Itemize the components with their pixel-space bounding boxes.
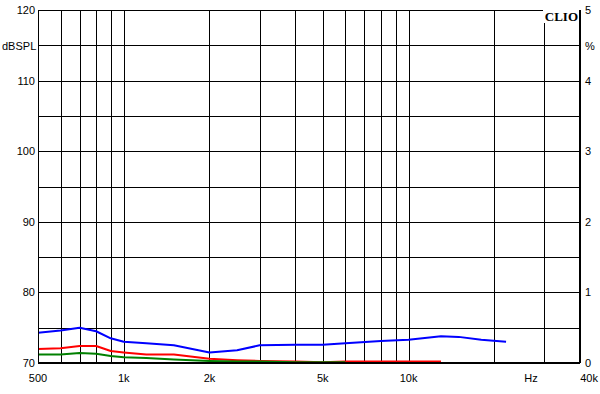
minor-grid-line	[38, 257, 580, 258]
y2-tick-label: 0	[585, 357, 591, 369]
x-grid-line	[209, 10, 210, 363]
x-tick-label: 2k	[204, 372, 216, 384]
data-group	[38, 328, 506, 363]
y2-tick	[576, 363, 580, 364]
minor-grid-line	[494, 10, 495, 363]
x-tick-label: 5k	[317, 372, 329, 384]
background	[0, 0, 600, 394]
minor-grid-line	[364, 10, 365, 363]
minor-grid-line	[38, 328, 580, 329]
minor-grid-line	[111, 10, 112, 363]
minor-grid-line	[38, 45, 580, 46]
y-tick-label: 100	[17, 145, 35, 157]
y-tick-label: 90	[23, 216, 35, 228]
minor-grid-line	[96, 10, 97, 363]
y-grid-line	[38, 81, 580, 82]
minor-grid-line	[38, 116, 580, 117]
series-line	[38, 353, 345, 362]
y2-tick-label: 4	[585, 75, 591, 87]
x-axis-label: Hz	[524, 372, 537, 384]
y2-tick-label: 2	[585, 216, 591, 228]
annotation: CLIO	[545, 9, 578, 24]
x-tick-label: 10k	[400, 372, 418, 384]
grid	[38, 10, 581, 364]
x-grid-line	[580, 10, 581, 363]
annotation-bg	[543, 9, 579, 23]
x-tick-label: 500	[29, 372, 47, 384]
minor-grid-line	[295, 10, 296, 363]
chart: 70 80 90 100 110 120 0 1 2 3 4 5 500 1k 2k 5k 10k 40k Hz dB…	[0, 0, 600, 394]
minor-grid-line	[124, 10, 125, 363]
y2-axis-label: %	[585, 40, 595, 52]
minor-grid-line	[260, 10, 261, 363]
minor-grid-line	[381, 10, 382, 363]
y-grid-line	[38, 151, 580, 152]
x-tick-label: 40k	[580, 372, 598, 384]
x-tick-label: 1k	[118, 372, 130, 384]
y-tick-label: 120	[17, 4, 35, 16]
y-grid-line	[38, 222, 580, 223]
y-grid-line	[38, 363, 580, 364]
y-tick-label: 70	[23, 357, 35, 369]
minor-grid-line	[61, 10, 62, 363]
x-grid-line	[323, 10, 324, 363]
minor-grid-line	[396, 10, 397, 363]
y2-tick-label: 3	[585, 145, 591, 157]
minor-grid-line	[345, 10, 346, 363]
labels: 70 80 90 100 110 120 0 1 2 3 4 5 500 1k 2k 5k 10k 40k Hz dB…	[2, 4, 598, 384]
minor-grid-line	[38, 187, 580, 188]
y-tick-label: 110	[17, 75, 35, 87]
plot-frame	[39, 11, 580, 363]
series-line	[38, 328, 506, 353]
minor-grid-line	[323, 10, 324, 363]
series-line	[38, 346, 441, 362]
y2-tick-label: 5	[585, 4, 591, 16]
minor-grid-line	[409, 10, 410, 363]
y-tick-label: 80	[23, 286, 35, 298]
y2-tick-label: 1	[585, 286, 591, 298]
y-axis-label: dBSPL	[2, 40, 36, 52]
minor-grid-line	[209, 10, 210, 363]
x-grid-line	[409, 10, 410, 363]
minor-grid-line	[80, 10, 81, 363]
minor-grid-line	[544, 10, 545, 363]
x-grid-line	[124, 10, 125, 363]
y-grid-line	[38, 292, 580, 293]
